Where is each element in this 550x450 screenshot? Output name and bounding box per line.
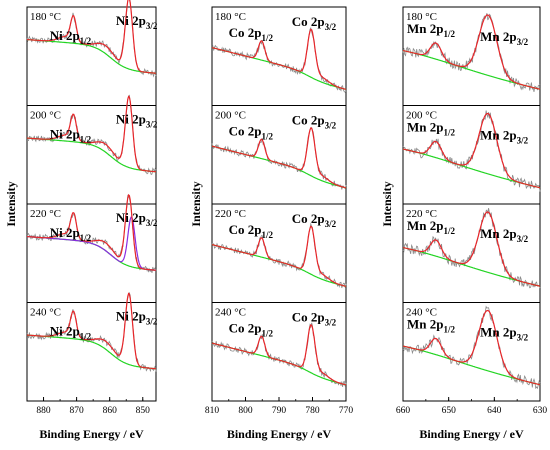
temperature-label: 200 °C <box>406 110 437 122</box>
panel-mn-2: 200 °CMn 2p1/2 Mn 2p3/2 <box>402 105 541 205</box>
panel-ni-1: 180 °C Ni 2p1/2 Ni 2p3/2 <box>26 0 158 106</box>
y-axis-label: Intensity <box>189 181 203 226</box>
panel-co-4: 240 °C Co 2p1/2 Co 2p3/2 <box>211 302 347 402</box>
temperature-label: 200 °C <box>30 110 61 122</box>
y-axis-label: Intensity <box>380 181 394 226</box>
background-line <box>211 145 347 189</box>
panel-ni-4: 240 °C Ni 2p1/2 Ni 2p3/2 <box>26 291 158 402</box>
x-tick-label: 880 <box>36 406 51 416</box>
fit-line <box>402 309 541 386</box>
peak-label: Mn 2p3/2 <box>480 226 528 244</box>
background-line <box>211 342 347 386</box>
peak-label: Ni 2p1/2 <box>50 324 92 342</box>
x-axis-label: Binding Energy / eV <box>39 427 144 441</box>
fit-line <box>211 127 347 189</box>
chart-co: 180 °C Co 2p1/2 Co 2p3/2 200 °C Co 2p1/2 Co 2… <box>189 6 354 441</box>
peak-label: Mn 2p1/2 <box>407 317 455 335</box>
fit-line <box>26 95 157 173</box>
panel-ni-2: 200 °C Ni 2p1/2 Ni 2p3/2 <box>26 94 158 205</box>
raw-spectrum-line <box>402 305 541 390</box>
x-tick-label: 790 <box>272 406 287 416</box>
fit-line <box>211 28 347 90</box>
panel-ni-3: 220 °C Ni 2p1/2 Ni 2p3/2 <box>26 193 158 303</box>
temperature-label: 220 °C <box>30 208 61 220</box>
panel-co-2: 200 °C Co 2p1/2 Co 2p3/2 <box>211 105 347 205</box>
y-axis-label: Intensity <box>4 181 18 226</box>
peak-label: Co 2p3/2 <box>292 211 337 229</box>
peak-label: Ni 2p3/2 <box>116 112 158 130</box>
raw-spectrum-line <box>211 322 347 387</box>
peak-label: Co 2p3/2 <box>292 310 337 328</box>
temperature-label: 180 °C <box>215 11 246 23</box>
fit-line <box>211 324 347 386</box>
temperature-label: 240 °C <box>30 307 61 319</box>
x-tick-label: 660 <box>396 406 411 416</box>
background-line <box>211 244 347 287</box>
peak-label: Mn 2p1/2 <box>407 21 455 39</box>
peak-label: Ni 2p1/2 <box>50 225 92 243</box>
x-tick-label: 630 <box>533 406 548 416</box>
fit-line <box>402 112 541 189</box>
panel-co-1: 180 °C Co 2p1/2 Co 2p3/2 <box>211 6 347 106</box>
peak-label: Mn 2p1/2 <box>407 120 455 138</box>
x-tick-label: 640 <box>487 406 502 416</box>
peak-label: Ni 2p3/2 <box>116 13 158 31</box>
panel-mn-1: 180 °CMn 2p1/2 Mn 2p3/2 <box>402 6 541 106</box>
x-axis-label: Binding Energy / eV <box>419 427 524 441</box>
temperature-label: 240 °C <box>406 307 437 319</box>
temperature-label: 200 °C <box>215 110 246 122</box>
peak-label: Co 2p1/2 <box>229 25 274 43</box>
peak-label: Co 2p1/2 <box>229 124 274 142</box>
peak-label: Co 2p1/2 <box>229 222 274 240</box>
temperature-label: 220 °C <box>406 208 437 220</box>
panel-mn-3: 220 °CMn 2p1/2 Mn 2p3/2 <box>402 203 541 303</box>
temperature-label: 180 °C <box>406 11 437 23</box>
fit-line <box>26 292 157 370</box>
fit-line <box>402 14 541 90</box>
x-tick-label: 800 <box>238 406 253 416</box>
peak-label: Co 2p3/2 <box>292 113 337 131</box>
peak-label: Ni 2p1/2 <box>50 127 92 145</box>
x-tick-label: 860 <box>103 406 118 416</box>
fit-line <box>26 193 157 271</box>
panel-frame <box>26 302 157 402</box>
panel-co-3: 220 °C Co 2p1/2 Co 2p3/2 <box>211 203 347 303</box>
peak-label: Mn 2p1/2 <box>407 218 455 236</box>
raw-spectrum-line <box>211 27 347 93</box>
x-tick-label: 850 <box>136 406 151 416</box>
raw-spectrum-line <box>211 126 347 190</box>
x-tick-label: 770 <box>339 406 354 416</box>
chart-ni: 180 °C Ni 2p1/2 Ni 2p3/2 200 °C Ni 2p1/2 Ni 2… <box>4 0 158 441</box>
peak-label: Mn 2p3/2 <box>480 325 528 343</box>
peak-label: Ni 2p3/2 <box>116 309 158 327</box>
x-tick-label: 650 <box>442 406 457 416</box>
peak-label: Ni 2p1/2 <box>50 28 92 46</box>
peak-label: Mn 2p3/2 <box>480 29 528 47</box>
peak-label: Co 2p3/2 <box>292 14 337 32</box>
x-tick-label: 780 <box>305 406 320 416</box>
temperature-label: 220 °C <box>215 208 246 220</box>
x-tick-label: 810 <box>205 406 220 416</box>
temperature-label: 240 °C <box>215 307 246 319</box>
temperature-label: 180 °C <box>30 11 61 23</box>
peak-label: Co 2p1/2 <box>229 321 274 339</box>
peak-label: Mn 2p3/2 <box>480 128 528 146</box>
x-tick-label: 870 <box>69 406 84 416</box>
x-axis-label: Binding Energy / eV <box>227 427 332 441</box>
peak-label: Ni 2p3/2 <box>116 210 158 228</box>
fit-line <box>211 225 347 287</box>
panel-mn-4: 240 °CMn 2p1/2 Mn 2p3/2 <box>402 302 541 402</box>
fit-line <box>402 211 541 287</box>
raw-spectrum-line <box>211 222 347 289</box>
fit-line <box>26 0 157 74</box>
